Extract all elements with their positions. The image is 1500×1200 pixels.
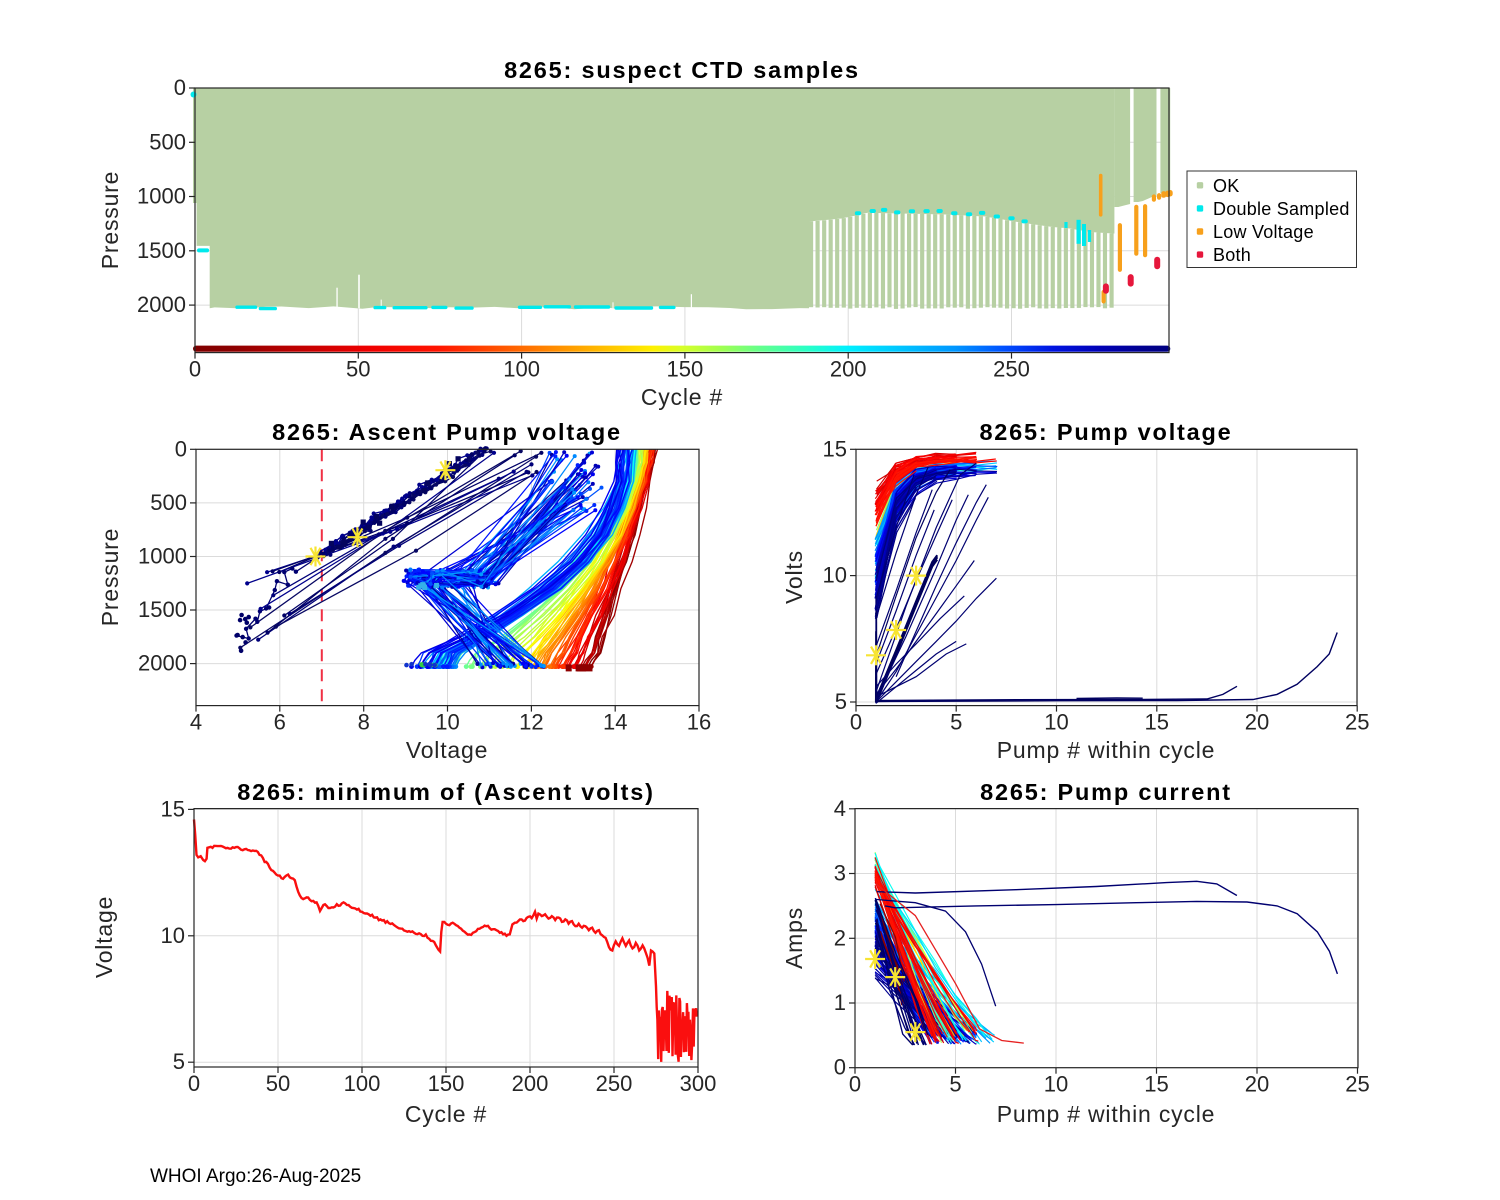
svg-text:250: 250 <box>596 1071 633 1096</box>
svg-text:0: 0 <box>188 1071 200 1096</box>
svg-text:1500: 1500 <box>137 238 186 263</box>
svg-text:10: 10 <box>1044 710 1068 735</box>
svg-text:Voltage: Voltage <box>406 737 488 763</box>
svg-text:0: 0 <box>849 1072 861 1097</box>
svg-text:15: 15 <box>1144 1072 1168 1097</box>
svg-text:2000: 2000 <box>138 651 187 676</box>
svg-text:5: 5 <box>949 1072 961 1097</box>
svg-text:OK: OK <box>1213 176 1240 196</box>
svg-text:250: 250 <box>993 357 1030 382</box>
svg-text:300: 300 <box>680 1071 717 1096</box>
svg-text:Voltage: Voltage <box>91 896 117 978</box>
svg-text:8265: minimum of (Ascent volts: 8265: minimum of (Ascent volts) <box>237 779 655 805</box>
svg-text:1: 1 <box>834 990 846 1015</box>
svg-text:1500: 1500 <box>138 597 187 622</box>
svg-text:15: 15 <box>161 796 185 821</box>
svg-text:4: 4 <box>834 796 846 821</box>
svg-text:Pump # within cycle: Pump # within cycle <box>997 1101 1215 1127</box>
svg-text:Volts: Volts <box>781 550 807 604</box>
svg-text:8265: Pump voltage: 8265: Pump voltage <box>979 419 1232 445</box>
svg-text:Double Sampled: Double Sampled <box>1213 199 1350 219</box>
svg-text:10: 10 <box>1044 1072 1068 1097</box>
svg-text:100: 100 <box>503 357 540 382</box>
svg-text:25: 25 <box>1345 710 1369 735</box>
svg-text:6: 6 <box>274 710 286 735</box>
svg-text:8265: Ascent Pump voltage: 8265: Ascent Pump voltage <box>272 419 622 445</box>
svg-text:500: 500 <box>150 490 187 515</box>
svg-text:Pressure: Pressure <box>97 171 123 269</box>
svg-text:0: 0 <box>175 436 187 461</box>
svg-text:3: 3 <box>834 861 846 886</box>
svg-text:20: 20 <box>1245 1072 1269 1097</box>
svg-text:200: 200 <box>830 357 867 382</box>
svg-text:1000: 1000 <box>138 544 187 569</box>
svg-text:Both: Both <box>1213 245 1251 265</box>
svg-text:150: 150 <box>667 357 704 382</box>
svg-text:20: 20 <box>1245 710 1269 735</box>
svg-text:5: 5 <box>835 689 847 714</box>
svg-text:150: 150 <box>428 1071 465 1096</box>
svg-text:1000: 1000 <box>137 184 186 209</box>
svg-text:Cycle #: Cycle # <box>641 384 723 410</box>
svg-text:0: 0 <box>189 357 201 382</box>
svg-text:10: 10 <box>435 710 459 735</box>
svg-text:10: 10 <box>823 563 847 588</box>
svg-text:15: 15 <box>1145 710 1169 735</box>
svg-text:0: 0 <box>834 1055 846 1080</box>
svg-text:WHOI Argo:26-Aug-2025: WHOI Argo:26-Aug-2025 <box>150 1166 361 1187</box>
svg-text:200: 200 <box>512 1071 549 1096</box>
svg-text:0: 0 <box>174 75 186 100</box>
svg-text:Low Voltage: Low Voltage <box>1213 222 1314 242</box>
svg-text:0: 0 <box>850 710 862 735</box>
svg-text:10: 10 <box>161 923 185 948</box>
svg-text:50: 50 <box>346 357 370 382</box>
svg-text:12: 12 <box>519 710 543 735</box>
svg-text:Cycle #: Cycle # <box>405 1101 487 1127</box>
svg-text:5: 5 <box>950 710 962 735</box>
svg-text:25: 25 <box>1345 1072 1369 1097</box>
svg-text:4: 4 <box>190 710 202 735</box>
svg-text:5: 5 <box>173 1049 185 1074</box>
svg-text:16: 16 <box>687 710 711 735</box>
svg-text:Pump # within cycle: Pump # within cycle <box>997 737 1215 763</box>
svg-text:8265: suspect CTD samples: 8265: suspect CTD samples <box>504 57 860 83</box>
svg-text:50: 50 <box>266 1071 290 1096</box>
svg-text:15: 15 <box>823 436 847 461</box>
svg-text:14: 14 <box>603 710 627 735</box>
svg-text:Amps: Amps <box>781 907 807 969</box>
svg-text:8: 8 <box>358 710 370 735</box>
svg-text:100: 100 <box>344 1071 381 1096</box>
svg-text:500: 500 <box>149 129 186 154</box>
svg-text:Pressure: Pressure <box>97 528 123 626</box>
svg-text:8265: Pump current: 8265: Pump current <box>980 779 1232 805</box>
svg-text:2000: 2000 <box>137 292 186 317</box>
svg-text:2: 2 <box>834 925 846 950</box>
